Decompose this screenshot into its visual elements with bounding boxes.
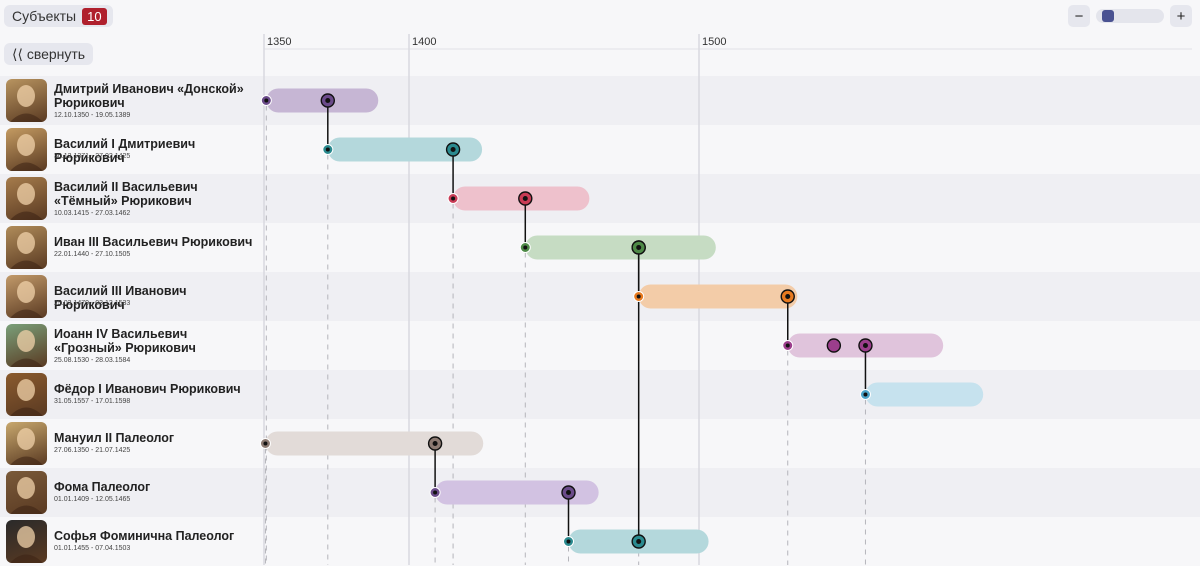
- portrait-avatar: [6, 177, 47, 220]
- lifespan-bar: [435, 480, 599, 505]
- birth-dot-center: [325, 147, 330, 152]
- subject-dates: 31.05.1557 - 17.01.1598: [54, 398, 131, 405]
- subject-dates: 25.08.1530 - 28.03.1584: [54, 357, 131, 364]
- child-birth-marker: [826, 338, 842, 353]
- subject-row[interactable]: Иоанн IV Васильевич «Грозный» Рюрикович 2…: [0, 321, 1200, 370]
- portrait-avatar: [6, 520, 47, 563]
- portrait-avatar: [6, 422, 47, 465]
- child-birth-marker-center: [325, 98, 331, 103]
- birth-dot-center: [451, 196, 456, 201]
- child-birth-marker-center: [450, 147, 456, 152]
- birth-dot-center: [566, 539, 571, 544]
- zoom-out-button[interactable]: −: [1068, 5, 1090, 27]
- child-birth-marker-center: [636, 539, 642, 544]
- subject-dates: 10.03.1415 - 27.03.1462: [54, 210, 131, 217]
- subjects-label: Субъекты: [12, 8, 77, 24]
- portrait-avatar: [6, 324, 47, 367]
- portrait-avatar: [6, 275, 47, 318]
- subject-name[interactable]: Софья Фоминична Палеолог: [54, 529, 235, 543]
- portrait-avatar: [6, 471, 47, 514]
- subject-dates: 01.01.1455 - 07.04.1503: [54, 545, 131, 552]
- child-birth-marker-center: [432, 441, 438, 446]
- subject-row[interactable]: Фёдор I Иванович Рюрикович 31.05.1557 - 1…: [0, 370, 1200, 419]
- portrait-avatar: [6, 373, 47, 416]
- birth-dot-center: [785, 343, 790, 348]
- subject-row[interactable]: Фома Палеолог 01.01.1409 - 12.05.1465: [0, 468, 1200, 517]
- subjects-toggle[interactable]: Субъекты 10: [4, 5, 113, 27]
- subject-name[interactable]: Дмитрий Иванович «Донской» Рюрикович: [54, 82, 244, 110]
- subject-row[interactable]: Василий III Иванович Рюрикович 25.03.1479…: [0, 272, 1200, 321]
- birth-dot-center: [433, 490, 438, 495]
- lifespan-bar: [638, 284, 798, 309]
- axis-tick-label: 1350: [267, 36, 292, 48]
- subject-name[interactable]: Фёдор I Иванович Рюрикович: [54, 382, 241, 396]
- portrait-avatar: [6, 128, 47, 171]
- child-birth-marker-center: [785, 294, 791, 299]
- subject-name[interactable]: Иван III Васильевич Рюрикович: [54, 235, 253, 249]
- subject-dates: 22.01.1440 - 27.10.1505: [54, 251, 131, 258]
- subject-row[interactable]: Иван III Васильевич Рюрикович 22.01.1440 …: [0, 223, 1200, 272]
- lifespan-bar: [265, 431, 484, 456]
- axis-tick-label: 1400: [412, 36, 437, 48]
- subjects-count-badge: 10: [82, 7, 107, 25]
- birth-dot-center: [264, 98, 269, 103]
- portrait-avatar: [6, 226, 47, 269]
- child-birth-marker-center: [636, 245, 642, 250]
- subject-name[interactable]: Фома Палеолог: [54, 480, 151, 494]
- subject-row[interactable]: Василий I Дмитриевич Рюрикович 30.12.1371…: [0, 125, 1200, 174]
- subject-dates: 27.06.1350 - 21.07.1425: [54, 447, 131, 454]
- subject-row[interactable]: Дмитрий Иванович «Донской» Рюрикович 12.1…: [0, 76, 1200, 125]
- subject-dates: 30.12.1371 - 27.02.1425: [54, 153, 131, 160]
- birth-dot-center: [263, 441, 268, 446]
- lifespan-bar: [327, 137, 483, 162]
- portrait-avatar: [6, 79, 47, 122]
- zoom-in-button[interactable]: +: [1170, 5, 1192, 27]
- collapse-button[interactable]: ⟨⟨ свернуть: [4, 43, 94, 65]
- subject-name[interactable]: Василий III Иванович Рюрикович: [54, 284, 187, 312]
- subject-dates: 01.01.1409 - 12.05.1465: [54, 496, 131, 503]
- zoom-slider[interactable]: [1096, 9, 1164, 23]
- subject-dates: 25.03.1479 - 03.12.1533: [54, 300, 131, 307]
- child-birth-marker-center: [862, 343, 868, 348]
- lifespan-bar: [865, 382, 984, 407]
- child-birth-marker-center: [522, 196, 528, 201]
- subject-name[interactable]: Василий II Васильевич «Тёмный» Рюрикович: [54, 180, 198, 208]
- top-bar: Субъекты 10 − +: [0, 0, 1200, 34]
- child-birth-marker-center: [566, 490, 571, 495]
- subject-row[interactable]: Софья Фоминична Палеолог 01.01.1455 - 07.…: [0, 517, 1200, 566]
- subject-name[interactable]: Мануил II Палеолог: [54, 431, 175, 445]
- subject-dates: 12.10.1350 - 19.05.1389: [54, 112, 131, 119]
- birth-dot-center: [523, 245, 528, 250]
- subject-row[interactable]: Василий II Васильевич «Тёмный» Рюрикович…: [0, 174, 1200, 223]
- axis-tick-label: 1500: [702, 36, 727, 48]
- birth-dot-center: [636, 294, 641, 299]
- subject-name[interactable]: Василий I Дмитриевич Рюрикович: [54, 137, 196, 165]
- subject-row[interactable]: Мануил II Палеолог 27.06.1350 - 21.07.142…: [0, 419, 1200, 468]
- birth-dot-center: [863, 392, 868, 397]
- zoom-slider-thumb[interactable]: [1101, 10, 1114, 22]
- lifespan-bar: [525, 235, 716, 260]
- subject-name[interactable]: Иоанн IV Васильевич «Грозный» Рюрикович: [54, 327, 196, 355]
